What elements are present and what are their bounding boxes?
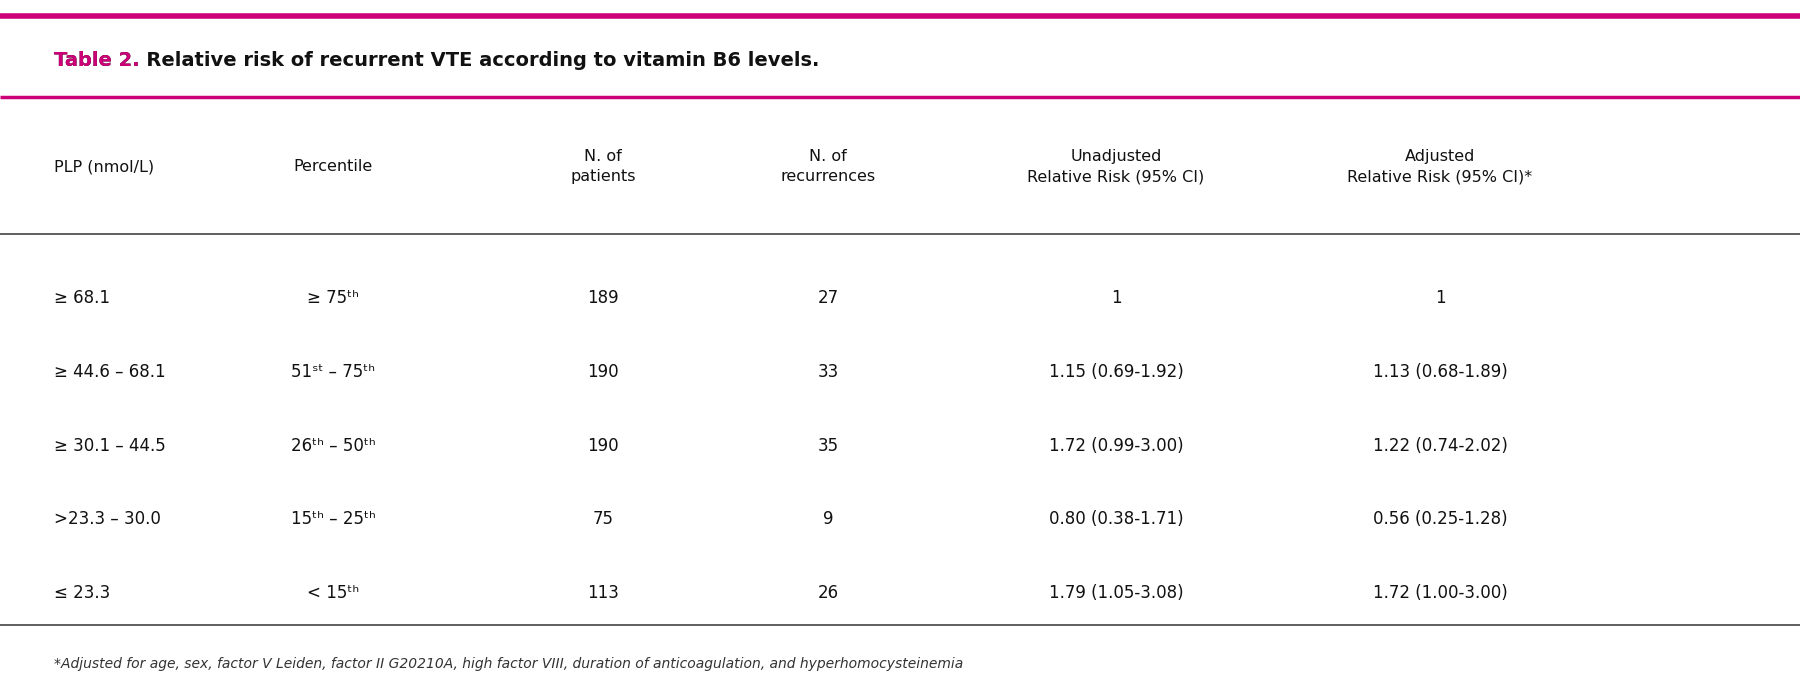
Text: 26ᵗʰ – 50ᵗʰ: 26ᵗʰ – 50ᵗʰ bbox=[290, 437, 376, 455]
Text: ≥ 30.1 – 44.5: ≥ 30.1 – 44.5 bbox=[54, 437, 166, 455]
Text: 15ᵗʰ – 25ᵗʰ: 15ᵗʰ – 25ᵗʰ bbox=[290, 510, 376, 529]
Text: 0.80 (0.38-1.71): 0.80 (0.38-1.71) bbox=[1049, 510, 1183, 529]
Text: ≥ 68.1: ≥ 68.1 bbox=[54, 289, 110, 307]
Text: < 15ᵗʰ: < 15ᵗʰ bbox=[306, 584, 360, 602]
Text: 1.22 (0.74-2.02): 1.22 (0.74-2.02) bbox=[1373, 437, 1507, 455]
Text: 1: 1 bbox=[1435, 289, 1445, 307]
Text: ≤ 23.3: ≤ 23.3 bbox=[54, 584, 110, 602]
Text: ≥ 75ᵗʰ: ≥ 75ᵗʰ bbox=[308, 289, 358, 307]
Text: 1.15 (0.69-1.92): 1.15 (0.69-1.92) bbox=[1049, 363, 1183, 381]
Text: PLP (nmol/L): PLP (nmol/L) bbox=[54, 159, 155, 174]
Text: Unadjusted
Relative Risk (95% CI): Unadjusted Relative Risk (95% CI) bbox=[1028, 149, 1204, 184]
Text: 75: 75 bbox=[592, 510, 614, 529]
Text: N. of
patients: N. of patients bbox=[571, 149, 635, 184]
Text: 1.79 (1.05-3.08): 1.79 (1.05-3.08) bbox=[1049, 584, 1183, 602]
Text: 0.56 (0.25-1.28): 0.56 (0.25-1.28) bbox=[1373, 510, 1507, 529]
Text: Percentile: Percentile bbox=[293, 159, 373, 174]
Text: Table 2. Relative risk of recurrent VTE according to vitamin B6 levels.: Table 2. Relative risk of recurrent VTE … bbox=[54, 51, 819, 70]
Text: 51ˢᵗ – 75ᵗʰ: 51ˢᵗ – 75ᵗʰ bbox=[292, 363, 374, 381]
Text: Adjusted
Relative Risk (95% CI)*: Adjusted Relative Risk (95% CI)* bbox=[1348, 149, 1532, 184]
Text: ≥ 44.6 – 68.1: ≥ 44.6 – 68.1 bbox=[54, 363, 166, 381]
Text: 9: 9 bbox=[823, 510, 833, 529]
Text: 33: 33 bbox=[817, 363, 839, 381]
Text: Table 2.: Table 2. bbox=[54, 51, 140, 70]
Text: 1.72 (0.99-3.00): 1.72 (0.99-3.00) bbox=[1049, 437, 1183, 455]
Text: 35: 35 bbox=[817, 437, 839, 455]
Text: 190: 190 bbox=[587, 363, 619, 381]
Text: >23.3 – 30.0: >23.3 – 30.0 bbox=[54, 510, 160, 529]
Text: *Adjusted for age, sex, factor V Leiden, factor II G20210A, high factor VIII, du: *Adjusted for age, sex, factor V Leiden,… bbox=[54, 657, 963, 671]
Text: 1: 1 bbox=[1111, 289, 1121, 307]
Text: 1.13 (0.68-1.89): 1.13 (0.68-1.89) bbox=[1373, 363, 1507, 381]
Text: 189: 189 bbox=[587, 289, 619, 307]
Text: N. of
recurrences: N. of recurrences bbox=[781, 149, 875, 184]
Text: 190: 190 bbox=[587, 437, 619, 455]
Text: 27: 27 bbox=[817, 289, 839, 307]
Text: 1.72 (1.00-3.00): 1.72 (1.00-3.00) bbox=[1373, 584, 1507, 602]
Text: 26: 26 bbox=[817, 584, 839, 602]
Text: 113: 113 bbox=[587, 584, 619, 602]
